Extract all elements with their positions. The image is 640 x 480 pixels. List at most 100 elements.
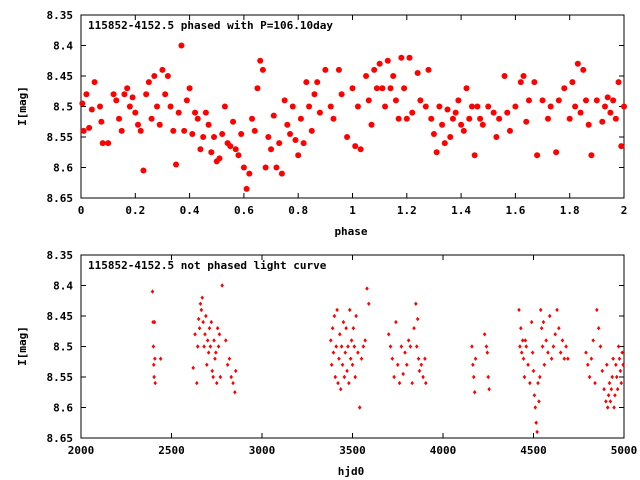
unphased-data-point [392, 374, 396, 380]
phased-data-point [409, 109, 416, 116]
unphased-data-point [517, 307, 521, 313]
phased-data-point [430, 130, 437, 137]
phased-data-point [262, 164, 269, 171]
unphased-data-point [233, 390, 237, 395]
phased-data-point [566, 115, 573, 122]
unphased-data-point [153, 380, 157, 386]
phased-data-point [335, 66, 342, 73]
unphased-x-tick-label: 4000 [430, 444, 457, 457]
unphased-data-point [618, 368, 623, 374]
phased-data-point [441, 140, 448, 147]
unphased-data-point [204, 313, 208, 319]
phased-data-point [276, 140, 283, 147]
phased-data-point [466, 115, 473, 122]
phased-data-point [357, 146, 364, 153]
phased-data-point [238, 130, 245, 137]
phased-data-point [113, 97, 120, 104]
phased-y-tick-label: 8.45 [47, 70, 74, 83]
unphased-data-point [616, 344, 621, 349]
phased-data-point [297, 115, 304, 122]
phased-data-point [281, 97, 288, 104]
unphased-data-point [610, 374, 614, 380]
unphased-data-point [408, 344, 413, 349]
unphased-data-point [532, 393, 537, 398]
unphased-data-point [534, 420, 538, 425]
unphased-data-point [536, 380, 540, 386]
phased-panel: 115852-4152.5 phased with P=106.10day ph… [16, 9, 627, 238]
unphased-data-point [347, 380, 351, 386]
phased-data-point [257, 57, 264, 64]
unphased-data-point [354, 313, 358, 319]
unphased-data-point [538, 374, 542, 380]
unphased-data-point [560, 338, 565, 343]
unphased-data-point [197, 326, 202, 331]
unphased-data-point [405, 362, 409, 367]
unphased-data-point [229, 374, 233, 380]
unphased-data-point [606, 393, 611, 398]
phased-data-point [314, 79, 321, 86]
phased-data-point [97, 103, 104, 110]
unphased-data-point [470, 344, 474, 349]
phased-data-point [126, 103, 133, 110]
phased-data-point [289, 103, 296, 110]
phased-data-point [83, 91, 90, 98]
unphased-data-point [337, 356, 341, 361]
unphased-y-axis-label: I[mag] [16, 326, 29, 366]
unphased-data-point [397, 380, 402, 386]
phased-data-point [221, 103, 228, 110]
unphased-data-point [419, 362, 424, 367]
unphased-data-point [410, 380, 414, 386]
unphased-data-point [522, 374, 527, 380]
unphased-data-point [220, 283, 224, 288]
unphased-data-point [338, 387, 343, 392]
phased-data-point [363, 73, 370, 79]
phased-data-point [525, 97, 532, 104]
phased-data-point [208, 149, 215, 156]
phased-data-point [205, 121, 212, 128]
unphased-data-point [399, 344, 404, 349]
phased-x-tick-label: 1.6 [505, 204, 525, 217]
unphased-data-point [346, 344, 350, 349]
phased-data-point [316, 109, 323, 116]
unphased-data-point [351, 326, 356, 331]
phased-data-point [414, 69, 421, 76]
unphased-data-point [613, 393, 617, 398]
unphased-data-point [152, 362, 156, 367]
unphased-data-point [586, 362, 590, 367]
unphased-data-point [421, 374, 425, 380]
phased-data-point [292, 137, 299, 144]
unphased-data-point [341, 319, 346, 325]
phased-data-point [284, 121, 291, 128]
phased-data-point [148, 115, 155, 122]
unphased-x-tick-label: 3000 [249, 444, 276, 457]
phased-data-point [308, 127, 315, 134]
unphased-data-point [612, 405, 616, 410]
unphased-data-point [210, 368, 214, 374]
phased-data-point [428, 115, 435, 122]
unphased-data-point [520, 338, 525, 343]
phased-data-point [401, 85, 408, 92]
phased-data-point [569, 79, 576, 86]
phased-data-point [555, 97, 562, 104]
phased-data-point [593, 97, 600, 104]
unphased-data-point [207, 326, 212, 331]
phased-data-point [460, 127, 467, 134]
phased-data-point [496, 115, 503, 122]
phased-data-point [479, 121, 486, 128]
phased-data-point [371, 66, 378, 73]
unphased-data-point [212, 338, 216, 343]
unphased-data-point [205, 338, 210, 343]
unphased-data-point [620, 350, 624, 355]
unphased-data-point [553, 332, 557, 337]
unphased-data-point [412, 326, 416, 331]
phased-data-point [287, 130, 294, 137]
unphased-data-point [526, 362, 530, 367]
unphased-y-tick-label: 8.4 [53, 280, 73, 293]
phased-data-point [189, 130, 196, 137]
phased-data-point [354, 103, 361, 110]
unphased-data-point [529, 319, 534, 325]
unphased-data-point [356, 350, 360, 355]
unphased-data-point [363, 338, 367, 343]
phased-data-point [159, 66, 166, 73]
phased-data-point [118, 127, 125, 134]
